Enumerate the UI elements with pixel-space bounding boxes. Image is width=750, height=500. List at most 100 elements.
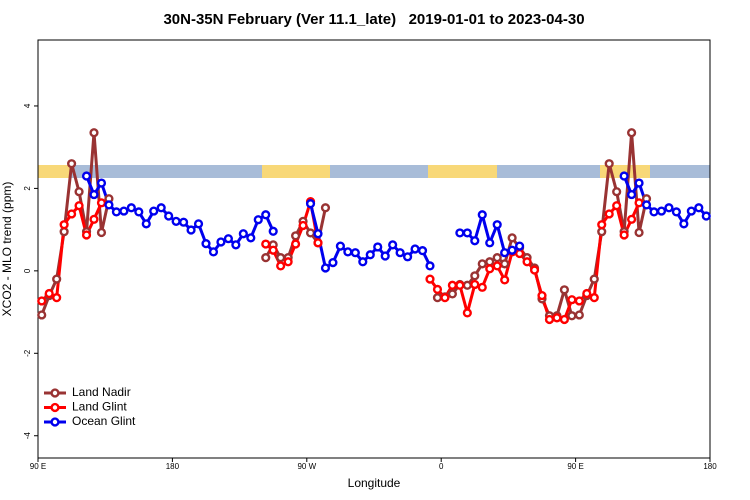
point — [395, 248, 405, 258]
point — [485, 238, 495, 248]
x-tick-label: 180 — [166, 462, 180, 471]
point — [432, 284, 443, 294]
point — [626, 189, 637, 200]
point — [432, 293, 443, 303]
land-mask-band — [38, 165, 710, 178]
point — [89, 128, 99, 138]
point — [567, 295, 577, 305]
point — [552, 313, 562, 323]
point — [694, 203, 704, 213]
point — [679, 219, 689, 229]
point — [522, 257, 532, 267]
point — [447, 289, 458, 299]
point — [66, 209, 77, 219]
point — [350, 248, 360, 258]
point — [261, 210, 271, 220]
point — [455, 228, 465, 238]
point — [604, 209, 614, 219]
point — [470, 271, 480, 281]
land-band — [262, 165, 330, 178]
plot-frame — [37, 39, 711, 459]
point — [313, 229, 323, 239]
point — [358, 257, 368, 267]
point — [514, 241, 525, 251]
point — [514, 248, 525, 259]
point — [74, 201, 84, 211]
point — [373, 242, 383, 252]
point — [537, 290, 547, 301]
point — [626, 214, 637, 224]
legend-marker — [50, 388, 60, 398]
point — [462, 280, 472, 290]
legend-label: Land Glint — [72, 400, 127, 414]
point — [485, 257, 495, 267]
point — [567, 311, 577, 321]
point — [156, 203, 166, 213]
point — [141, 219, 151, 229]
point — [380, 251, 390, 261]
point — [313, 238, 323, 248]
point — [89, 189, 99, 200]
point — [253, 215, 263, 225]
point — [37, 310, 47, 320]
point — [59, 227, 69, 237]
point — [335, 241, 346, 251]
point — [44, 288, 54, 299]
x-tick-label: 90 W — [297, 462, 316, 471]
point — [223, 234, 234, 244]
point — [470, 279, 480, 290]
point — [179, 217, 189, 227]
point — [59, 220, 69, 230]
point — [104, 200, 114, 210]
point — [291, 231, 301, 241]
point — [111, 207, 122, 217]
x-axis-label: Longitude — [348, 476, 401, 490]
point — [320, 263, 331, 273]
point — [507, 233, 517, 243]
point — [470, 236, 480, 246]
point — [66, 159, 77, 169]
point — [320, 203, 331, 213]
point — [276, 261, 286, 271]
point — [559, 285, 570, 295]
point — [52, 293, 62, 303]
point — [208, 247, 219, 257]
point — [425, 261, 435, 271]
point — [74, 187, 84, 197]
point — [81, 230, 92, 240]
point — [634, 198, 644, 208]
point — [604, 159, 614, 169]
point — [261, 253, 271, 263]
point — [96, 227, 107, 238]
point — [149, 206, 159, 216]
point — [492, 261, 502, 271]
point — [343, 247, 353, 257]
point — [193, 219, 204, 229]
x-tick-label: 90 E — [567, 462, 583, 471]
point — [649, 207, 659, 217]
point — [171, 216, 181, 226]
point — [201, 239, 211, 249]
point — [89, 214, 99, 224]
point — [119, 206, 129, 216]
point — [52, 274, 62, 284]
point — [544, 314, 555, 325]
point — [574, 296, 584, 306]
x-tick-label: 0 — [439, 462, 444, 471]
x-tick-label: 90 E — [30, 462, 46, 471]
point — [417, 246, 428, 256]
point — [500, 248, 510, 258]
point — [619, 171, 629, 181]
y-tick-label: -4 — [23, 432, 32, 440]
point — [656, 206, 667, 216]
point — [305, 228, 316, 238]
point — [701, 211, 711, 221]
point — [365, 250, 375, 260]
point — [612, 187, 622, 197]
point — [328, 258, 338, 268]
y-tick-label: 2 — [23, 186, 32, 191]
point — [455, 280, 465, 290]
point — [612, 201, 622, 211]
y-axis-label: XCO2 - MLO trend (ppm) — [0, 182, 14, 317]
point — [37, 296, 47, 306]
